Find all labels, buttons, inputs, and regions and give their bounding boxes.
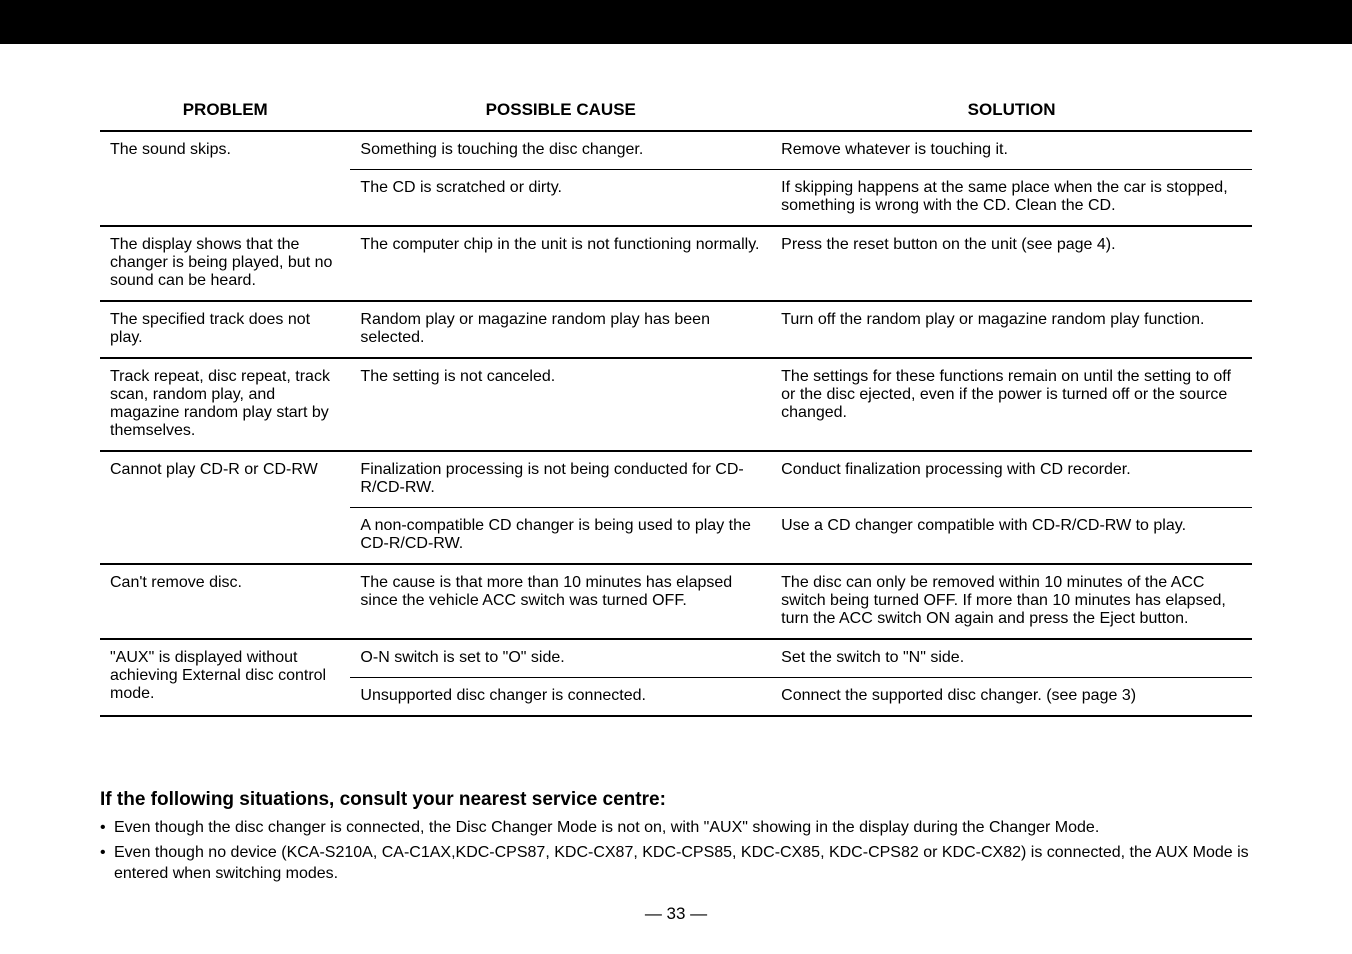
cell-cause: A non-compatible CD changer is being use… — [350, 508, 771, 565]
cell-cause: Random play or magazine random play has … — [350, 301, 771, 358]
table-row: "AUX" is displayed without achieving Ext… — [100, 639, 1252, 678]
cell-solution: The disc can only be removed within 10 m… — [771, 564, 1252, 639]
header-solution: SOLUTION — [771, 92, 1252, 131]
header-problem: PROBLEM — [100, 92, 350, 131]
cell-solution: Use a CD changer compatible with CD-R/CD… — [771, 508, 1252, 565]
cell-cause: The cause is that more than 10 minutes h… — [350, 564, 771, 639]
cell-problem: "AUX" is displayed without achieving Ext… — [100, 639, 350, 716]
cell-problem: Can't remove disc. — [100, 564, 350, 639]
cell-cause: Finalization processing is not being con… — [350, 451, 771, 508]
page-number: — 33 — — [100, 904, 1252, 924]
consult-service-heading: If the following situations, consult you… — [100, 789, 1252, 811]
table-row: Cannot play CD-R or CD-RWFinalization pr… — [100, 451, 1252, 508]
cell-solution: Remove whatever is touching it. — [771, 131, 1252, 170]
troubleshooting-table: PROBLEM POSSIBLE CAUSE SOLUTION The soun… — [100, 92, 1252, 717]
cell-cause: The computer chip in the unit is not fun… — [350, 226, 771, 301]
cell-cause: The setting is not canceled. — [350, 358, 771, 451]
table-row: The sound skips.Something is touching th… — [100, 131, 1252, 170]
cell-solution: Turn off the random play or magazine ran… — [771, 301, 1252, 358]
consult-service-list: Even though the disc changer is connecte… — [100, 817, 1252, 884]
header-cause: POSSIBLE CAUSE — [350, 92, 771, 131]
cell-problem: The display shows that the changer is be… — [100, 226, 350, 301]
cell-problem: Cannot play CD-R or CD-RW — [100, 451, 350, 564]
table-row: The display shows that the changer is be… — [100, 226, 1252, 301]
table-bottom-rule — [100, 716, 1252, 717]
cell-solution: If skipping happens at the same place wh… — [771, 170, 1252, 227]
cell-solution: Conduct finalization processing with CD … — [771, 451, 1252, 508]
list-item: Even though no device (KCA-S210A, CA-C1A… — [100, 842, 1252, 884]
table-header-row: PROBLEM POSSIBLE CAUSE SOLUTION — [100, 92, 1252, 131]
cell-problem: The sound skips. — [100, 131, 350, 226]
troubleshooting-table-wrap: PROBLEM POSSIBLE CAUSE SOLUTION The soun… — [100, 92, 1252, 717]
list-item: Even though the disc changer is connecte… — [100, 817, 1252, 838]
cell-solution: Set the switch to "N" side. — [771, 639, 1252, 678]
cell-solution: Connect the supported disc changer. (see… — [771, 678, 1252, 717]
table-row: The specified track does not play.Random… — [100, 301, 1252, 358]
content-area: PROBLEM POSSIBLE CAUSE SOLUTION The soun… — [0, 92, 1352, 924]
cell-solution: Press the reset button on the unit (see … — [771, 226, 1252, 301]
header-black-bar — [0, 0, 1352, 44]
cell-cause: The CD is scratched or dirty. — [350, 170, 771, 227]
cell-solution: The settings for these functions remain … — [771, 358, 1252, 451]
cell-problem: Track repeat, disc repeat, track scan, r… — [100, 358, 350, 451]
table-row: Track repeat, disc repeat, track scan, r… — [100, 358, 1252, 451]
cell-cause: O-N switch is set to "O" side. — [350, 639, 771, 678]
cell-problem: The specified track does not play. — [100, 301, 350, 358]
cell-cause: Unsupported disc changer is connected. — [350, 678, 771, 717]
table-row: Can't remove disc.The cause is that more… — [100, 564, 1252, 639]
page-root: PROBLEM POSSIBLE CAUSE SOLUTION The soun… — [0, 0, 1352, 954]
cell-cause: Something is touching the disc changer. — [350, 131, 771, 170]
